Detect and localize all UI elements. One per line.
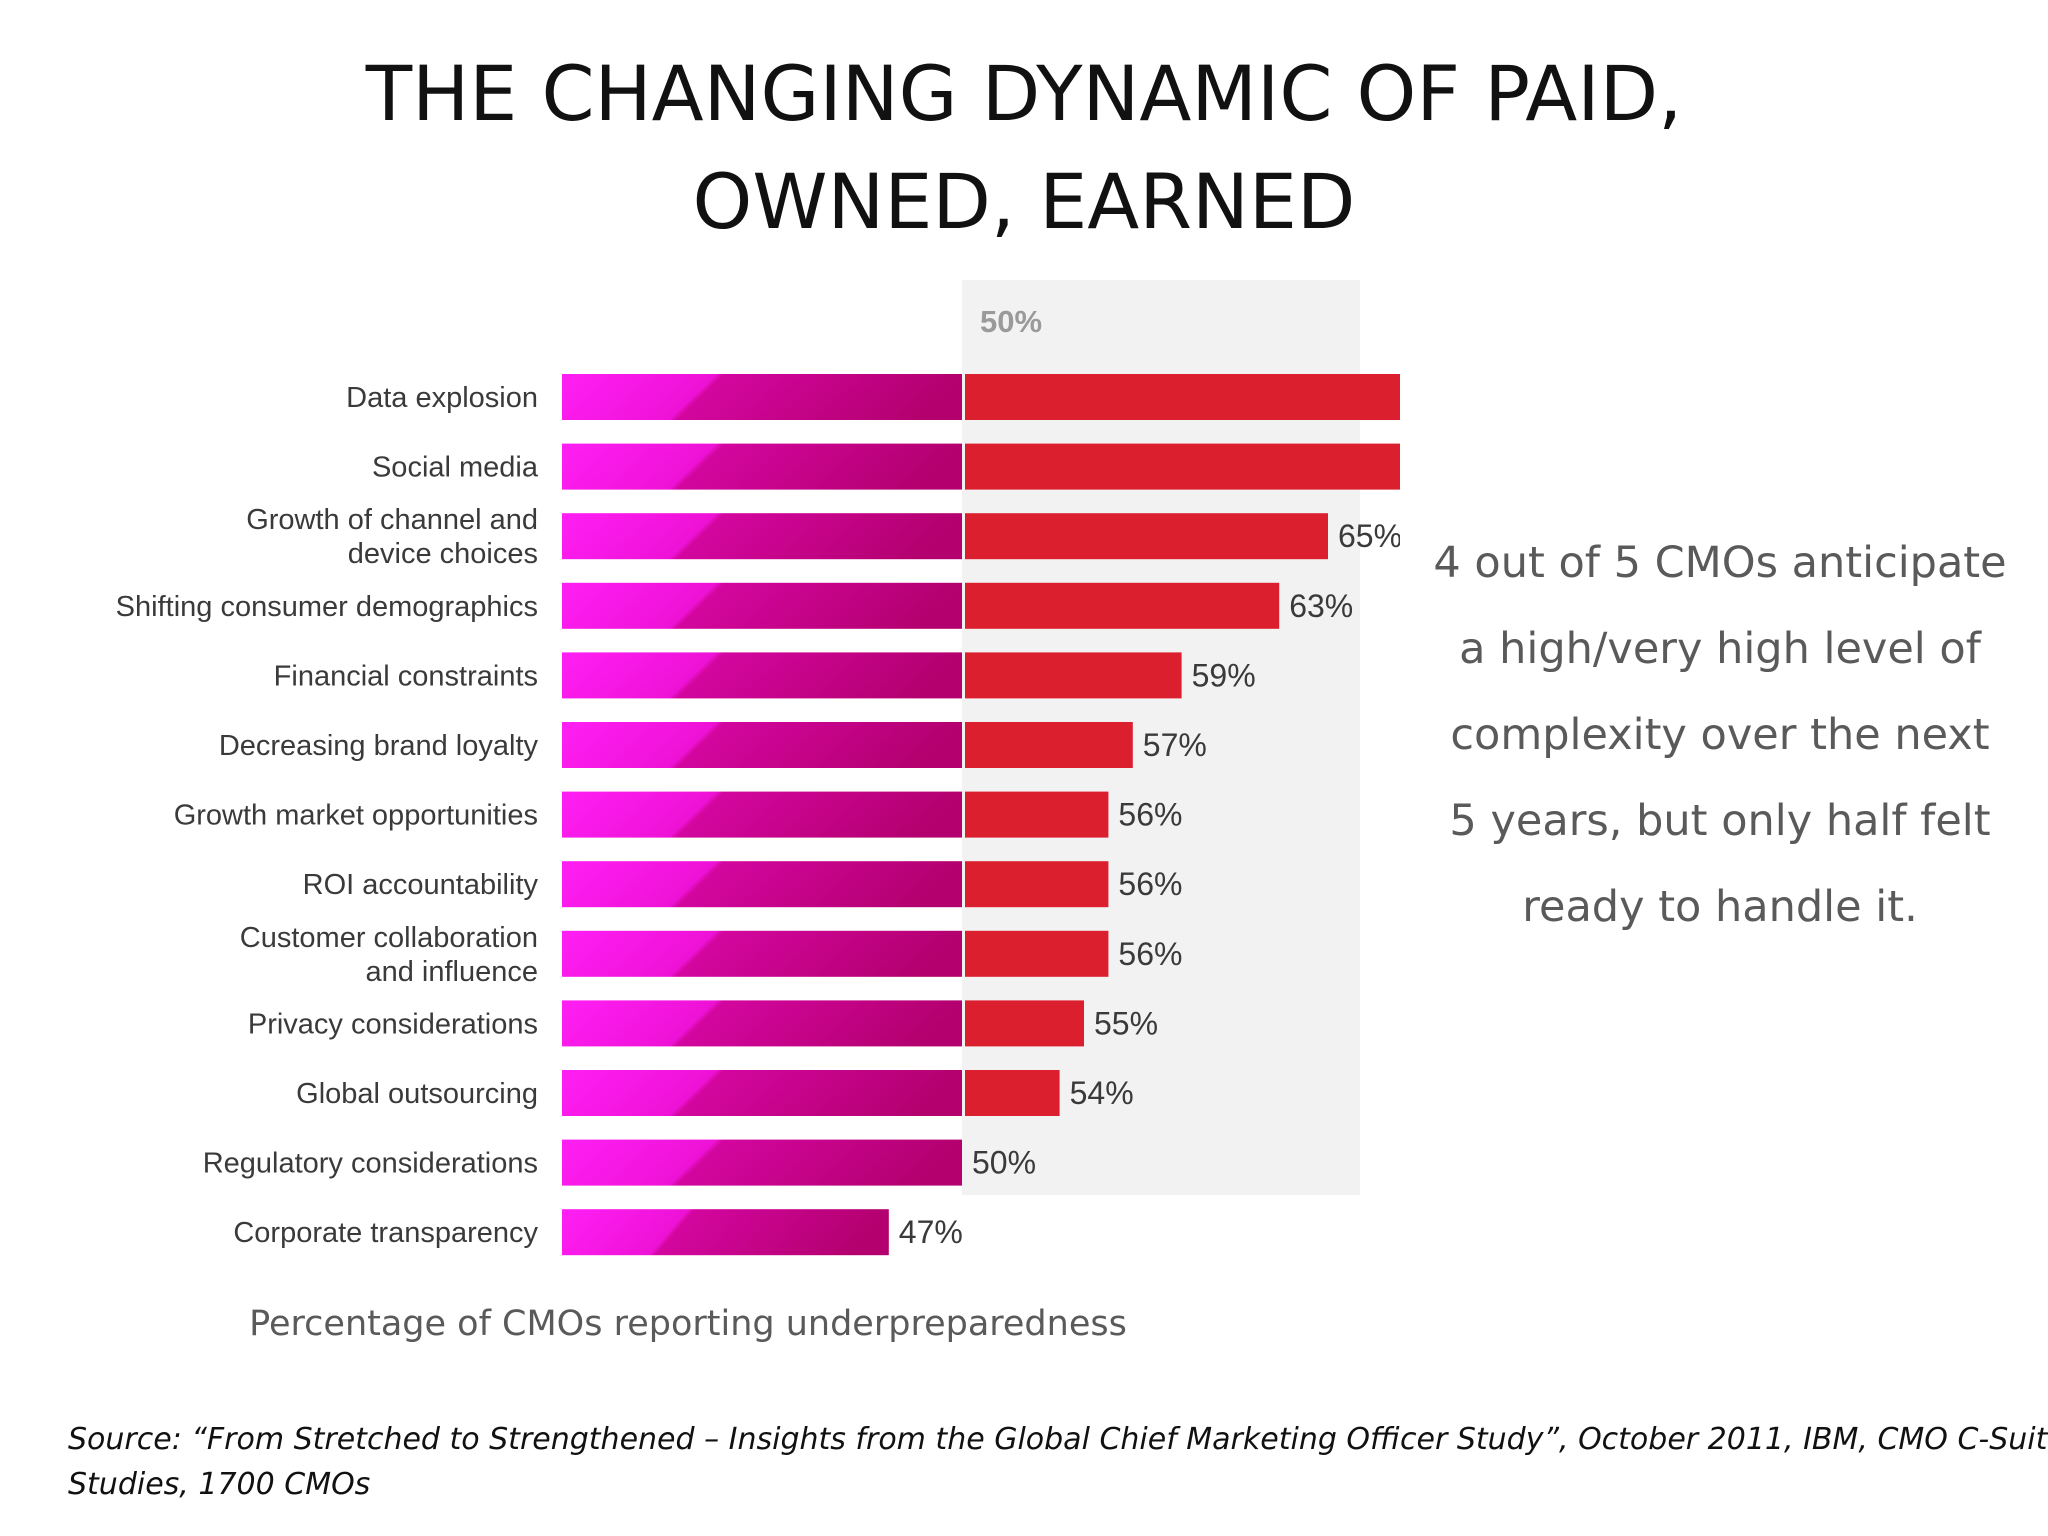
bar-above-reference-7 (965, 791, 1109, 838)
source-line-1: Source: “From Stretched to Strengthened … (68, 1422, 2048, 1457)
bar-above-reference-5 (965, 652, 1182, 699)
category-label-12: Regulatory considerations (203, 1148, 538, 1180)
category-label-3-line-2: device choices (348, 538, 538, 570)
bar-above-reference-6 (965, 722, 1133, 768)
bar-above-reference-1 (965, 374, 1400, 420)
bar-below-reference-2 (562, 443, 962, 490)
bar-above-reference-11 (965, 1070, 1060, 1116)
category-label-8: ROI accountability (303, 869, 539, 901)
bar-above-reference-9 (965, 930, 1109, 977)
value-label-4: 63% (1289, 588, 1353, 624)
value-label-5: 59% (1192, 657, 1256, 693)
value-label-13: 47% (899, 1214, 963, 1250)
x-axis-label: Percentage of CMOs reporting underprepar… (249, 1304, 1127, 1344)
bar-below-reference-4 (562, 582, 962, 629)
reference-label: 50% (980, 304, 1042, 339)
value-label-8: 56% (1118, 866, 1182, 902)
slide-title-line-2: OWNED, EARNED (692, 157, 1356, 246)
category-label-13: Corporate transparency (233, 1217, 538, 1249)
category-label-1: Data explosion (346, 382, 538, 414)
bar-below-reference-8 (562, 861, 962, 908)
bar-below-reference-7 (562, 791, 962, 838)
callout-line-3: complexity over the next (1450, 710, 1990, 760)
value-label-9: 56% (1118, 936, 1182, 972)
bar-below-reference-3 (562, 513, 962, 560)
slide-title-line-1: THE CHANGING DYNAMIC OF PAID, (365, 49, 1683, 138)
category-label-6: Decreasing brand loyalty (219, 730, 539, 762)
callout-line-1: 4 out of 5 CMOs anticipate (1433, 538, 2007, 588)
bar-above-reference-8 (965, 861, 1109, 908)
source-citation: Source: “From Stretched to Strengthened … (68, 1417, 2048, 1507)
category-label-10: Privacy considerations (248, 1008, 538, 1040)
slide-title: THE CHANGING DYNAMIC OF PAID, OWNED, EAR… (0, 40, 2048, 256)
category-label-11: Global outsourcing (296, 1078, 538, 1110)
bar-below-reference-5 (562, 652, 962, 699)
category-label-9-line-2: and influence (365, 956, 538, 988)
value-label-11: 54% (1070, 1075, 1134, 1111)
callout-text: 4 out of 5 CMOs anticipate a high/very h… (1400, 520, 2040, 950)
category-label-5: Financial constraints (274, 660, 538, 692)
category-label-9-line-1: Customer collaboration (240, 922, 538, 954)
value-label-7: 56% (1118, 797, 1182, 833)
category-label-4: Shifting consumer demographics (116, 591, 538, 623)
value-label-6: 57% (1143, 727, 1207, 763)
category-label-7: Growth market opportunities (174, 800, 538, 832)
callout-line-4: 5 years, but only half felt (1449, 796, 1991, 846)
callout-line-2: a high/very high level of (1459, 624, 1981, 674)
value-label-3: 65% (1338, 518, 1400, 554)
bar-above-reference-4 (965, 582, 1280, 629)
bar-above-reference-10 (965, 1000, 1084, 1047)
bar-above-reference-3 (965, 513, 1328, 560)
value-label-12: 50% (972, 1145, 1036, 1181)
category-label-2: Social media (372, 452, 539, 484)
bar-below-reference-9 (562, 930, 962, 977)
bar-below-reference-10 (562, 1000, 962, 1047)
bar-below-reference-12 (562, 1139, 962, 1186)
bar-above-reference-2 (965, 443, 1400, 490)
bar-below-reference-11 (562, 1070, 962, 1116)
source-line-2: Studies, 1700 CMOs (68, 1467, 371, 1502)
bars-layer: 71%Data explosion68%Social media65%Growt… (116, 374, 1400, 1256)
bar-below-reference-6 (562, 722, 962, 768)
callout-line-5: ready to handle it. (1522, 882, 1918, 932)
bar-below-reference-1 (562, 374, 962, 420)
category-label-3-line-1: Growth of channel and (246, 504, 538, 536)
value-label-10: 55% (1094, 1005, 1158, 1041)
bar-below-reference-13 (562, 1209, 889, 1256)
bar-chart: 50% 71%Data explosion68%Social media65%G… (116, 280, 1400, 1344)
